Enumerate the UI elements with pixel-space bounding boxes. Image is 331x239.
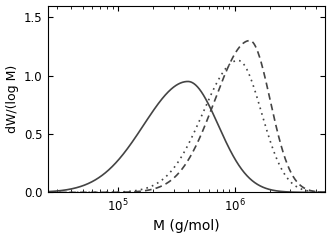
Y-axis label: dW/(log M): dW/(log M) [6,65,19,133]
X-axis label: M (g/mol): M (g/mol) [153,219,220,234]
